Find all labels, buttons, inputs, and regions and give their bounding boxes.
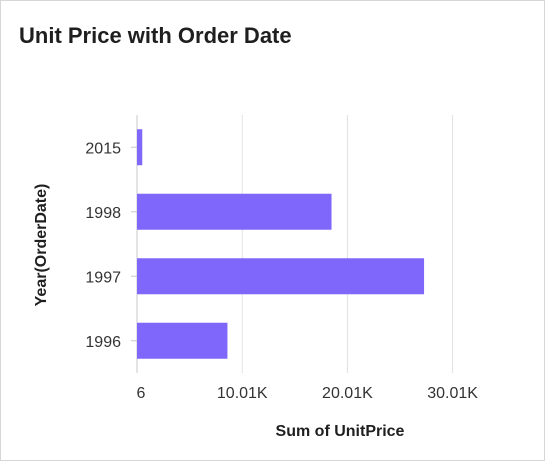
x-tick-label: 10.01K — [217, 385, 268, 402]
y-tick-labels: 2015 1998 1997 1996 — [85, 140, 137, 351]
y-tick-label: 1996 — [85, 334, 121, 351]
x-axis-title: Sum of UnitPrice — [276, 423, 405, 440]
x-tick-label: 6 — [137, 385, 146, 402]
x-tick-labels: 6 10.01K 20.01K 30.01K — [137, 385, 479, 402]
y-tick-label: 1998 — [85, 205, 121, 222]
bars — [137, 129, 425, 359]
bar-1996[interactable] — [137, 322, 228, 359]
bar-2015[interactable] — [137, 129, 143, 166]
y-tick-label: 1997 — [85, 269, 121, 286]
chart-title: Unit Price with Order Date — [19, 23, 292, 48]
x-tick-label: 20.01K — [322, 385, 373, 402]
y-tick-label: 2015 — [85, 140, 121, 157]
y-axis-title: Year(OrderDate) — [33, 184, 50, 307]
grid-lines — [241, 115, 454, 373]
bar-1997[interactable] — [137, 258, 425, 295]
bar-1998[interactable] — [137, 193, 332, 230]
x-tick-label: 30.01K — [427, 385, 478, 402]
